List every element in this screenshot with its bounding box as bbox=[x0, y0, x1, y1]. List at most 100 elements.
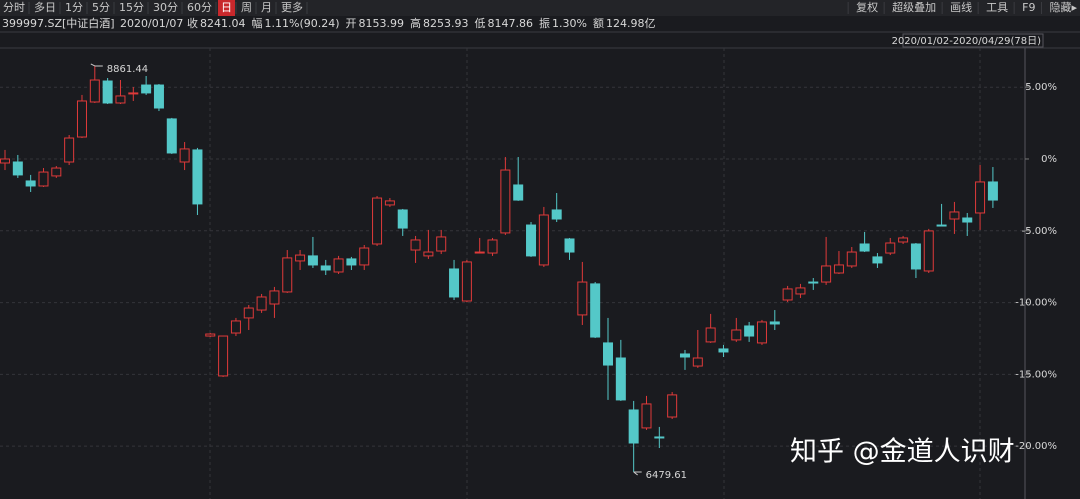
quote-value: 8147.86 bbox=[488, 17, 534, 30]
y-tick-label: 5.00% bbox=[1025, 82, 1057, 93]
candle-body bbox=[397, 209, 408, 229]
y-tick-label: -15.00% bbox=[1015, 369, 1057, 380]
candle-body bbox=[975, 181, 986, 214]
tool-button[interactable]: 隐藏▸ bbox=[1049, 1, 1077, 14]
quote-label: 高 bbox=[410, 16, 421, 30]
candle-body bbox=[923, 230, 934, 272]
period-button[interactable]: 1分 bbox=[65, 1, 83, 14]
candle-body bbox=[166, 118, 177, 154]
candle-body bbox=[76, 100, 87, 138]
candle-body bbox=[654, 436, 665, 439]
candle-body bbox=[436, 236, 447, 252]
max-label: 8861.44 bbox=[107, 64, 148, 75]
candle-body bbox=[474, 251, 485, 254]
candle-body bbox=[64, 137, 75, 163]
candle-body bbox=[25, 180, 36, 187]
quote-label: 幅 bbox=[252, 17, 263, 30]
quote-value: 1.11%(90.24) bbox=[265, 17, 340, 30]
candle-body bbox=[51, 167, 62, 177]
quote-label: 低 bbox=[475, 17, 486, 30]
candle-body bbox=[218, 335, 229, 377]
quote-label: 开 bbox=[346, 17, 357, 30]
candle-body bbox=[795, 287, 806, 295]
tool-button[interactable]: F9 bbox=[1022, 1, 1035, 14]
tool-button[interactable]: 超级叠加 bbox=[892, 0, 936, 14]
period-button[interactable]: 30分 bbox=[153, 1, 178, 14]
quote-label: 振 bbox=[539, 16, 550, 30]
quote-date: 2020/01/07 bbox=[120, 17, 183, 30]
candle-body bbox=[846, 251, 857, 267]
watermark: 知乎 @金道人识财 bbox=[790, 437, 1015, 468]
toolbar bbox=[0, 0, 1080, 16]
candle-body bbox=[628, 409, 639, 444]
candle-body bbox=[949, 211, 960, 220]
candle-body bbox=[256, 296, 267, 311]
period-button[interactable]: 月 bbox=[261, 1, 272, 14]
candle-body bbox=[872, 256, 883, 264]
candle-body bbox=[141, 84, 152, 94]
candle-body bbox=[859, 243, 870, 252]
y-tick-label: -5.00% bbox=[1022, 226, 1057, 237]
candle-body bbox=[153, 84, 164, 109]
quote-label: 额 bbox=[593, 17, 604, 30]
candle-body bbox=[526, 224, 537, 257]
period-button[interactable]: 60分 bbox=[187, 1, 212, 14]
candle-body bbox=[564, 238, 575, 253]
candle-body bbox=[269, 290, 280, 305]
candle-body bbox=[731, 329, 742, 341]
period-button[interactable]: 分时 bbox=[3, 1, 25, 14]
candle-body bbox=[179, 148, 190, 163]
candle-body bbox=[487, 239, 498, 254]
candle-body bbox=[282, 257, 293, 293]
candle-body bbox=[243, 307, 254, 319]
candle-body bbox=[577, 281, 588, 316]
quote-value: 1.30% bbox=[552, 17, 587, 30]
candle-body bbox=[346, 258, 357, 266]
candle-body bbox=[756, 321, 767, 344]
candle-body bbox=[987, 181, 998, 201]
min-label: 6479.61 bbox=[646, 470, 687, 481]
period-button[interactable]: 5分 bbox=[92, 1, 110, 14]
candle-body bbox=[230, 320, 241, 334]
candle-body bbox=[718, 348, 729, 353]
candle-body bbox=[372, 197, 383, 245]
candle-body bbox=[384, 200, 395, 206]
tool-button[interactable]: 工具 bbox=[986, 1, 1008, 14]
candle-body bbox=[603, 342, 614, 366]
quote-value: 8153.99 bbox=[359, 17, 405, 30]
candle-body bbox=[461, 261, 472, 302]
candle-body bbox=[423, 251, 434, 257]
candle-body bbox=[885, 242, 896, 254]
candle-body bbox=[89, 79, 100, 103]
period-button[interactable]: 周 bbox=[241, 1, 252, 14]
candle-body bbox=[500, 169, 511, 234]
candle-body bbox=[128, 92, 139, 95]
candle-body bbox=[808, 281, 819, 284]
candle-body bbox=[307, 255, 318, 266]
y-tick-label: -10.00% bbox=[1015, 298, 1057, 309]
candle-body bbox=[667, 394, 678, 418]
candle-body bbox=[833, 264, 844, 274]
period-button[interactable]: 日 bbox=[221, 1, 232, 14]
period-button[interactable]: 更多 bbox=[281, 0, 303, 14]
period-button[interactable]: 15分 bbox=[119, 1, 144, 14]
candle-body bbox=[782, 288, 793, 301]
candle-body bbox=[38, 171, 49, 187]
candle-body bbox=[615, 357, 626, 401]
candle-body bbox=[962, 217, 973, 223]
candle-body bbox=[295, 254, 306, 262]
quote-label: 收 bbox=[187, 16, 198, 30]
period-button[interactable]: 多日 bbox=[34, 0, 56, 14]
date-range: 2020/01/02-2020/04/29(78日) bbox=[892, 36, 1042, 47]
tool-button[interactable]: 画线 bbox=[950, 0, 972, 14]
candle-body bbox=[705, 327, 716, 343]
candle-body bbox=[359, 247, 370, 266]
candle-body bbox=[115, 95, 126, 104]
range-box bbox=[902, 33, 1044, 48]
candle-body bbox=[0, 158, 10, 164]
y-tick-label: 0% bbox=[1041, 154, 1057, 165]
symbol: 399997.SZ[中证白酒] bbox=[2, 16, 115, 30]
candle-body bbox=[551, 209, 562, 220]
tool-button[interactable]: 复权 bbox=[856, 0, 878, 14]
